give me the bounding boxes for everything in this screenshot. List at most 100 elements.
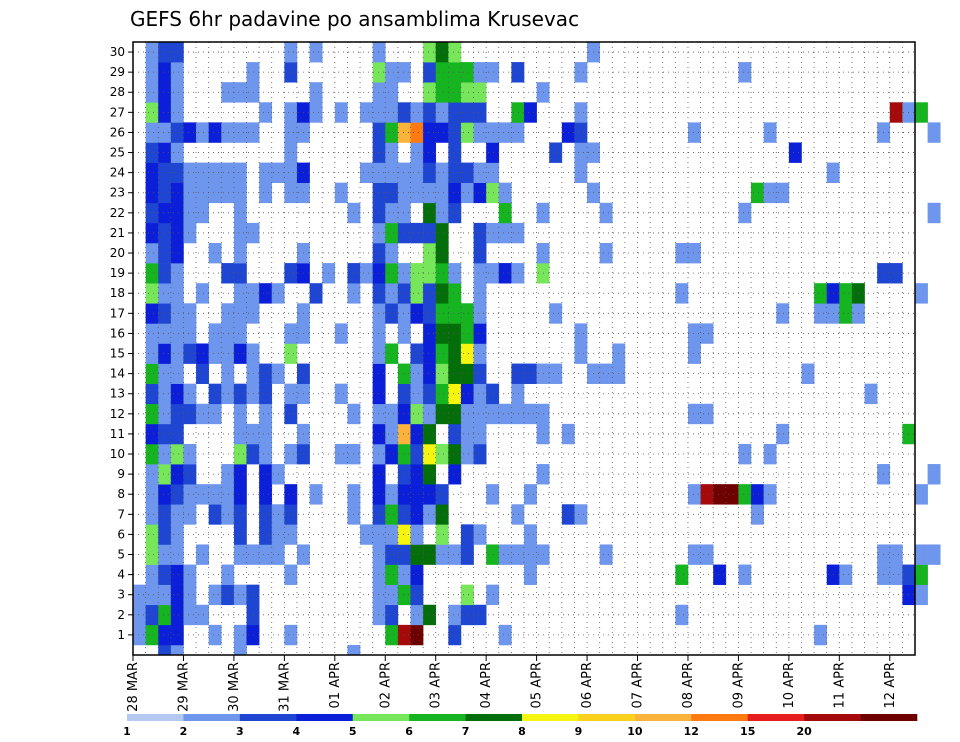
x-tick-label: 28 MAR <box>126 662 141 712</box>
cell <box>549 363 563 384</box>
cell <box>233 524 247 545</box>
cell <box>334 383 348 405</box>
cell <box>460 403 474 425</box>
cell <box>183 323 197 344</box>
y-tick-label: 13 <box>110 387 125 401</box>
cell <box>687 484 701 505</box>
cell <box>423 363 437 384</box>
cell <box>170 363 184 384</box>
cell <box>372 443 386 465</box>
cell <box>133 604 146 626</box>
cell <box>397 323 411 344</box>
cell <box>259 383 273 405</box>
y-tick-label: 21 <box>110 226 125 240</box>
cell <box>183 504 197 525</box>
y-tick-label: 15 <box>110 347 125 361</box>
cell <box>233 403 247 425</box>
chart-title: GEFS 6hr padavine po ansamblima Krusevac <box>130 7 579 31</box>
cell <box>486 122 500 143</box>
cell <box>397 222 411 244</box>
plot-frame <box>132 41 916 656</box>
cell <box>486 544 500 565</box>
cell <box>208 484 222 505</box>
cell <box>233 162 247 183</box>
cell <box>170 644 184 656</box>
cell <box>170 303 184 324</box>
cell <box>511 363 525 384</box>
cell <box>170 624 184 646</box>
cell <box>233 122 247 143</box>
cell <box>233 202 247 224</box>
cell <box>385 242 399 264</box>
cell <box>170 162 184 183</box>
cell <box>145 303 159 324</box>
cell <box>448 443 462 465</box>
cell <box>246 303 260 324</box>
cell <box>725 484 739 505</box>
cell <box>423 263 437 284</box>
cell <box>397 263 411 284</box>
cell <box>385 182 399 204</box>
cell <box>385 303 399 324</box>
cell <box>410 263 424 284</box>
cell <box>397 202 411 224</box>
cell <box>448 62 462 83</box>
cell <box>221 484 235 505</box>
cell <box>372 363 386 384</box>
cell <box>511 403 525 425</box>
cell <box>410 504 424 525</box>
cell <box>738 62 752 83</box>
cell <box>158 263 172 284</box>
cell <box>246 423 260 445</box>
cell <box>397 363 411 384</box>
cell <box>435 443 449 465</box>
cell <box>145 82 159 103</box>
cell <box>259 102 273 123</box>
cell <box>410 162 424 183</box>
cell <box>183 604 197 626</box>
legend-swatch <box>183 714 241 721</box>
cell <box>259 544 273 565</box>
cell <box>675 283 689 304</box>
cell <box>259 464 273 485</box>
cell <box>284 102 298 123</box>
cell <box>170 42 184 63</box>
cell <box>385 122 399 143</box>
cell <box>158 383 172 405</box>
cell <box>498 263 512 284</box>
cell <box>372 202 386 224</box>
cell <box>460 604 474 626</box>
cell <box>360 263 373 284</box>
cell <box>435 263 449 284</box>
cell <box>385 423 399 445</box>
cell <box>511 222 525 244</box>
cell <box>259 504 273 525</box>
cell <box>284 624 298 646</box>
cell <box>473 323 487 344</box>
cell <box>397 544 411 565</box>
cell <box>334 443 348 465</box>
cell <box>259 182 273 204</box>
cell <box>385 604 399 626</box>
cell <box>284 142 298 163</box>
cell <box>183 564 197 585</box>
x-tick-label: 29 MAR <box>176 662 191 712</box>
cell <box>145 323 159 344</box>
cell <box>435 82 449 103</box>
cell <box>423 182 437 204</box>
cell <box>511 263 525 284</box>
cell <box>196 182 209 204</box>
cell <box>145 242 159 264</box>
cell <box>372 604 386 626</box>
cell <box>372 464 386 485</box>
cell <box>524 363 537 384</box>
cell <box>233 263 247 284</box>
cell <box>233 283 247 304</box>
cell <box>196 283 209 304</box>
cell <box>397 423 411 445</box>
cell <box>448 363 462 384</box>
cell <box>889 263 903 284</box>
cell <box>145 42 159 63</box>
cell <box>435 102 449 123</box>
cell <box>763 182 777 204</box>
